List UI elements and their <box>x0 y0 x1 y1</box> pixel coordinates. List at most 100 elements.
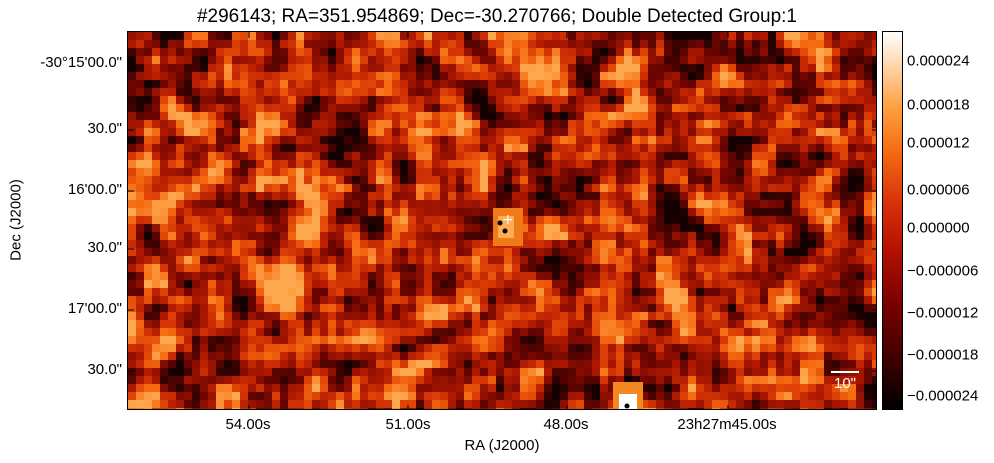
map-pixel <box>608 360 616 368</box>
map-pixel <box>768 288 776 296</box>
map-pixel <box>648 408 656 409</box>
map-pixel <box>568 376 576 384</box>
map-pixel <box>576 312 584 320</box>
map-pixel <box>640 248 648 256</box>
map-pixel <box>800 272 808 280</box>
map-pixel <box>232 136 240 144</box>
map-pixel <box>544 120 552 128</box>
map-pixel <box>520 328 528 336</box>
map-pixel <box>712 376 720 384</box>
map-pixel <box>648 80 656 88</box>
map-pixel <box>696 200 704 208</box>
map-pixel <box>400 136 408 144</box>
map-pixel <box>472 56 480 64</box>
map-pixel <box>824 168 832 176</box>
map-pixel <box>376 72 384 80</box>
map-pixel <box>232 256 240 264</box>
map-pixel <box>432 336 440 344</box>
map-pixel <box>744 56 752 64</box>
map-pixel <box>224 280 232 288</box>
map-pixel <box>216 408 224 409</box>
map-pixel <box>568 96 576 104</box>
map-pixel <box>624 328 632 336</box>
map-pixel <box>608 248 616 256</box>
map-pixel <box>664 296 672 304</box>
map-pixel <box>248 176 256 184</box>
map-pixel <box>440 320 448 328</box>
map-pixel <box>264 136 272 144</box>
map-pixel <box>136 264 144 272</box>
map-pixel <box>328 264 336 272</box>
map-pixel <box>864 288 872 296</box>
map-pixel <box>384 184 392 192</box>
map-pixel <box>496 272 504 280</box>
map-pixel <box>160 160 168 168</box>
map-pixel <box>792 376 800 384</box>
map-pixel <box>336 368 344 376</box>
map-pixel <box>504 376 512 384</box>
map-pixel <box>656 104 664 112</box>
map-pixel <box>616 136 624 144</box>
map-pixel <box>680 384 688 392</box>
map-pixel <box>152 240 160 248</box>
map-pixel <box>256 64 264 72</box>
map-pixel <box>824 296 832 304</box>
map-pixel <box>752 296 760 304</box>
map-pixel <box>792 32 800 40</box>
map-pixel <box>280 136 288 144</box>
map-pixel <box>464 312 472 320</box>
map-pixel <box>688 176 696 184</box>
map-pixel <box>464 168 472 176</box>
map-pixel <box>640 400 648 408</box>
map-pixel <box>456 400 464 408</box>
map-pixel <box>624 240 632 248</box>
map-pixel <box>680 104 688 112</box>
map-pixel <box>208 312 216 320</box>
map-pixel <box>816 272 824 280</box>
map-pixel <box>144 176 152 184</box>
map-pixel <box>232 48 240 56</box>
map-pixel <box>568 32 576 40</box>
map-pixel <box>184 120 192 128</box>
map-pixel <box>792 304 800 312</box>
map-pixel <box>648 208 656 216</box>
map-pixel <box>184 272 192 280</box>
map-pixel <box>728 144 736 152</box>
map-pixel <box>248 264 256 272</box>
map-pixel <box>472 48 480 56</box>
map-pixel <box>512 328 520 336</box>
map-pixel <box>576 344 584 352</box>
map-pixel <box>672 168 680 176</box>
map-pixel <box>152 128 160 136</box>
map-pixel <box>656 328 664 336</box>
map-pixel <box>360 80 368 88</box>
map-pixel <box>712 296 720 304</box>
map-pixel <box>336 224 344 232</box>
map-pixel <box>304 288 312 296</box>
map-pixel <box>824 120 832 128</box>
map-pixel <box>384 320 392 328</box>
map-pixel <box>392 104 400 112</box>
map-pixel <box>608 296 616 304</box>
map-pixel <box>760 304 768 312</box>
map-pixel <box>616 280 624 288</box>
map-pixel <box>256 256 264 264</box>
map-pixel <box>152 136 160 144</box>
map-pixel <box>616 104 624 112</box>
map-pixel <box>224 128 232 136</box>
map-pixel <box>640 64 648 72</box>
map-pixel <box>840 152 848 160</box>
map-pixel <box>432 352 440 360</box>
map-pixel <box>760 216 768 224</box>
map-pixel <box>168 40 176 48</box>
map-pixel <box>144 48 152 56</box>
map-pixel <box>744 248 752 256</box>
map-pixel <box>624 168 632 176</box>
map-pixel <box>544 360 552 368</box>
map-pixel <box>656 184 664 192</box>
map-pixel <box>160 208 168 216</box>
map-pixel <box>344 40 352 48</box>
map-pixel <box>408 336 416 344</box>
map-pixel <box>216 352 224 360</box>
map-pixel <box>752 224 760 232</box>
